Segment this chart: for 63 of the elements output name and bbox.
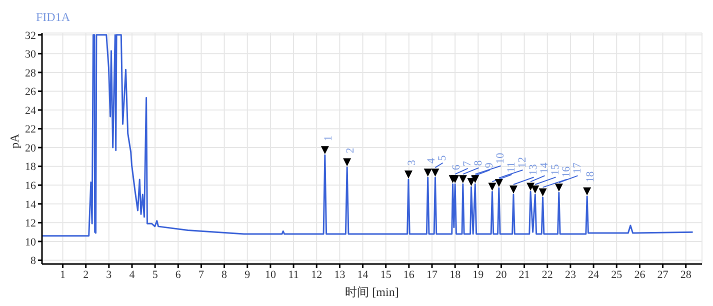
x-tick-label: 22 xyxy=(542,268,553,281)
x-tick-label: 13 xyxy=(334,268,346,281)
x-tick-label: 28 xyxy=(680,268,692,281)
x-tick-label: 24 xyxy=(588,268,600,281)
annotation: 17 xyxy=(571,162,584,174)
annotation: 7 xyxy=(461,160,474,166)
annotation: 14 xyxy=(538,162,550,174)
annotation: 15 xyxy=(549,164,562,176)
x-tick-label: 6 xyxy=(175,268,182,281)
y-tick-label: 14 xyxy=(25,198,36,211)
annotation: 11 xyxy=(505,162,518,173)
y-tick-label: 22 xyxy=(25,124,36,136)
annotation: 8 xyxy=(472,160,484,166)
annotation: 16 xyxy=(560,166,572,178)
x-tick-label: 3 xyxy=(106,268,112,281)
y-tick-label: 8 xyxy=(30,255,36,268)
x-tick-label: 11 xyxy=(288,268,299,281)
annotation: 4 xyxy=(425,158,438,164)
y-tick-label: 10 xyxy=(25,236,36,248)
annotation: 10 xyxy=(494,152,506,164)
x-tick-label: 5 xyxy=(152,268,158,281)
annotation: 12 xyxy=(516,156,528,168)
x-tick-label: 2 xyxy=(83,268,89,281)
x-tick-label: 10 xyxy=(264,268,276,281)
y-tick-label: 20 xyxy=(25,142,36,154)
x-axis-title: 时间 [min] xyxy=(345,285,399,299)
y-tick-label: 32 xyxy=(25,30,36,42)
annotation: 3 xyxy=(406,159,418,166)
annotation: 13 xyxy=(527,164,540,176)
x-tick-label: 7 xyxy=(198,268,204,281)
x-tick-label: 8 xyxy=(222,268,228,281)
x-tick-label: 19 xyxy=(472,268,484,281)
x-tick-label: 16 xyxy=(403,268,415,281)
x-tick-label: 26 xyxy=(634,268,646,281)
y-tick-label: 16 xyxy=(25,180,36,192)
annotation: 2 xyxy=(344,148,357,154)
y-tick-label: 28 xyxy=(25,67,36,80)
x-tick-label: 25 xyxy=(611,268,623,281)
x-tick-label: 15 xyxy=(380,268,392,281)
annotation: 5 xyxy=(436,154,448,161)
annotation: 18 xyxy=(584,170,597,182)
x-tick-label: 27 xyxy=(657,268,669,281)
y-tick-label: 18 xyxy=(25,161,36,174)
y-tick-label: 30 xyxy=(25,48,36,61)
line-series xyxy=(42,34,694,237)
y-tick-label: 24 xyxy=(25,104,36,117)
x-tick-label: 12 xyxy=(311,268,322,281)
y-axis-title: pA xyxy=(7,134,22,148)
x-tick-label: 20 xyxy=(496,268,508,281)
x-tick-label: 23 xyxy=(564,268,576,281)
x-tick-label: 4 xyxy=(129,268,136,281)
x-tick-label: 1 xyxy=(60,268,66,281)
chart-title: FID1A xyxy=(36,10,70,25)
x-tick-label: 18 xyxy=(450,268,462,281)
annotation: 6 xyxy=(450,164,462,170)
annotation: 9 xyxy=(483,162,496,168)
x-tick-label: 21 xyxy=(518,268,530,281)
x-tick-label: 17 xyxy=(426,268,438,281)
x-tick-label: 14 xyxy=(357,268,369,281)
y-tick-label: 12 xyxy=(25,218,36,230)
y-tick-label: 26 xyxy=(25,86,36,98)
x-tick-label: 9 xyxy=(244,268,251,281)
annotation: 1 xyxy=(322,136,334,142)
